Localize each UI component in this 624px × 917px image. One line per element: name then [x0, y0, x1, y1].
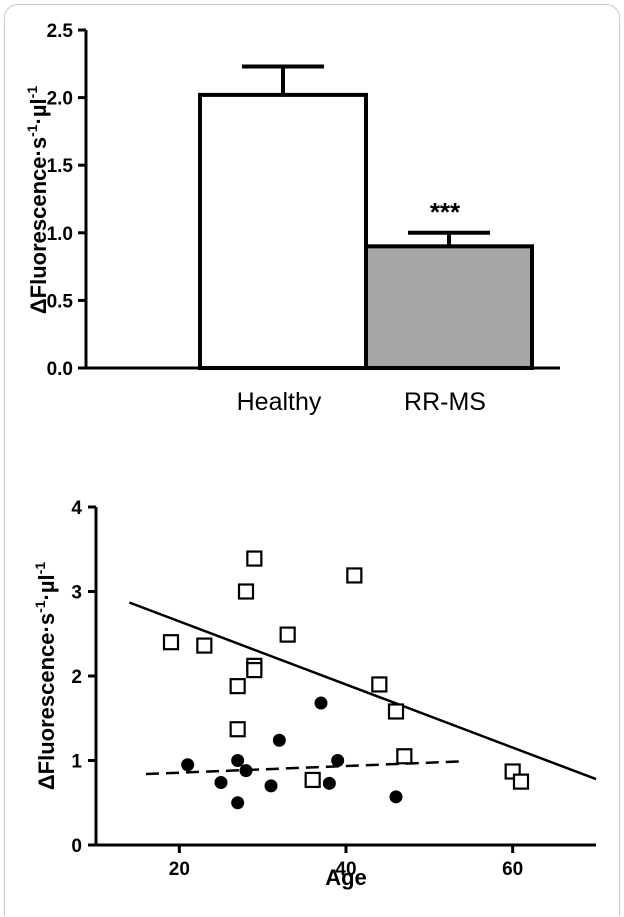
data-point-filled-circle	[214, 775, 228, 789]
data-point-open-square	[162, 634, 180, 651]
data-point-filled-circle	[231, 754, 245, 767]
scatter-y-tick-label: 2	[71, 667, 82, 688]
bar-y-tick-label: 2.0	[47, 89, 73, 110]
data-point-open-square	[371, 676, 388, 693]
scatter-y-tick-label: 1	[71, 752, 82, 773]
data-point-open-square	[229, 721, 246, 738]
scatter-y-tick-label: 3	[71, 583, 82, 604]
data-point-open-square	[279, 626, 296, 643]
data-point-filled-circle	[331, 754, 345, 767]
figure-frame	[4, 4, 620, 916]
bar-bars	[198, 64, 534, 371]
scatter-chart: 0 1 2 3 4 20 40 60 Age ΔFluorescence·s-1·µl-1	[32, 498, 597, 890]
bar-y-tick-label: 0.5	[47, 291, 74, 312]
data-point-open-square	[387, 703, 405, 720]
data-point-open-square	[246, 550, 263, 567]
scatter-x-tick-label: 60	[502, 859, 523, 880]
data-point-open-square	[229, 678, 246, 695]
data-point-open-square	[246, 661, 263, 679]
data-point-filled-circle	[389, 790, 403, 804]
data-point-filled-circle	[239, 764, 253, 778]
scatter-y-axis-label: ΔFluorescence·s-1·µl-1	[32, 562, 59, 790]
data-point-open-square	[396, 748, 413, 765]
scatter-x-ticks: 20 40 60	[169, 845, 523, 880]
data-point-filled-circle	[264, 779, 278, 793]
scatter-x-axis-label: Age	[325, 865, 367, 890]
data-point-open-square	[196, 637, 213, 654]
data-point-filled-circle	[181, 758, 195, 772]
bar-y-tick-label: 1.5	[47, 156, 74, 177]
bar-category-labels: Healthy RR-MS	[237, 388, 486, 416]
scatter-points	[162, 550, 530, 810]
bar-rr-ms	[364, 244, 534, 371]
bar-y-axis-label: ΔFluorescence·s-1·µl-1	[24, 86, 51, 314]
bar-category-label: RR-MS	[404, 388, 486, 416]
bar-chart: 0.0 0.5 1.0 1.5 2.0 2.5 Healthy RR-MS *** ΔFlu…	[24, 21, 560, 416]
data-point-filled-circle	[231, 796, 245, 810]
bar-healthy	[198, 92, 368, 370]
trend-line-solid	[128, 601, 597, 781]
data-point-open-square	[237, 583, 255, 600]
data-point-open-square	[346, 567, 363, 584]
scatter-x-tick-label: 40	[335, 859, 356, 880]
data-point-open-square	[512, 773, 530, 790]
scatter-trend-lines	[128, 601, 597, 781]
scatter-y-ticks: 0 1 2 3 4	[71, 498, 96, 857]
bar-y-tick-label: 2.5	[47, 21, 74, 42]
bar-y-tick-label: 0.0	[47, 359, 73, 380]
data-point-filled-circle	[314, 696, 328, 710]
data-point-open-square	[304, 771, 321, 789]
bar-y-tick-label: 1.0	[47, 224, 73, 245]
bar-category-label: Healthy	[237, 388, 322, 416]
data-point-filled-circle	[322, 776, 336, 790]
scatter-y-tick-label: 4	[71, 498, 82, 519]
data-point-filled-circle	[272, 733, 286, 747]
scatter-y-tick-label: 0	[71, 836, 82, 857]
bar-y-ticks: 0.0 0.5 1.0 1.5 2.0 2.5	[47, 21, 86, 380]
scatter-x-tick-label: 20	[169, 859, 190, 880]
significance-annotation: ***	[430, 197, 461, 227]
